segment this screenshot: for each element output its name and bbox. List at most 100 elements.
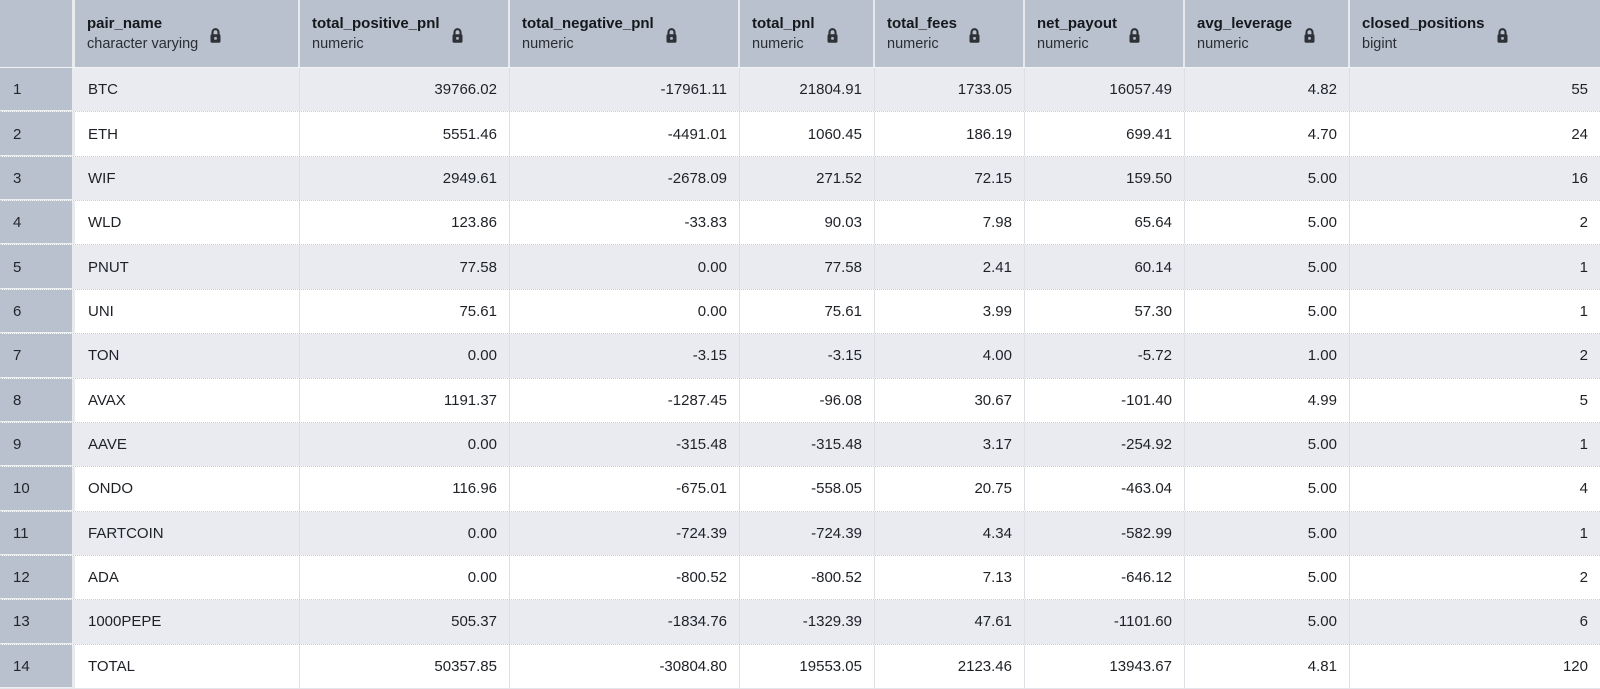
data-cell[interactable]: 5.00 [1185,467,1350,511]
data-cell[interactable]: 5551.46 [300,112,510,156]
data-cell[interactable]: 47.61 [875,600,1025,644]
row-number[interactable]: 13 [0,600,75,644]
data-cell[interactable]: 4.34 [875,511,1025,555]
row-number[interactable]: 11 [0,511,75,555]
row-number[interactable]: 8 [0,378,75,422]
data-cell[interactable]: FARTCOIN [75,511,300,555]
data-cell[interactable]: 1 [1350,289,1600,334]
data-cell[interactable]: -3.15 [510,334,740,378]
row-number[interactable]: 5 [0,245,75,289]
data-cell[interactable]: 0.00 [300,334,510,378]
data-cell[interactable]: 5.00 [1185,511,1350,555]
data-cell[interactable]: 21804.91 [740,68,875,112]
row-number[interactable]: 10 [0,467,75,511]
row-number[interactable]: 4 [0,201,75,245]
row-number[interactable]: 7 [0,334,75,378]
row-number[interactable]: 9 [0,422,75,467]
row-number[interactable]: 14 [0,644,75,688]
data-cell[interactable]: 4.99 [1185,378,1350,422]
data-cell[interactable]: 5.00 [1185,289,1350,334]
data-cell[interactable]: 3.99 [875,289,1025,334]
column-header-total_negative_pnl[interactable]: total_negative_pnl numeric [510,0,740,67]
data-cell[interactable]: -3.15 [740,334,875,378]
data-cell[interactable]: 0.00 [510,289,740,334]
data-cell[interactable]: -2678.09 [510,156,740,201]
row-number[interactable]: 2 [0,112,75,156]
column-header-pair_name[interactable]: pair_name character varying [75,0,300,67]
data-cell[interactable]: 4.70 [1185,112,1350,156]
data-cell[interactable]: 4 [1350,467,1600,511]
row-number[interactable]: 1 [0,68,75,112]
data-cell[interactable]: -1329.39 [740,600,875,644]
data-cell[interactable]: 0.00 [300,511,510,555]
data-cell[interactable]: 1191.37 [300,378,510,422]
data-cell[interactable]: 5 [1350,378,1600,422]
data-cell[interactable]: 50357.85 [300,644,510,688]
data-cell[interactable]: 77.58 [300,245,510,289]
data-cell[interactable]: 75.61 [740,289,875,334]
data-cell[interactable]: -800.52 [740,555,875,600]
data-cell[interactable]: 4.00 [875,334,1025,378]
data-cell[interactable]: ADA [75,555,300,600]
data-cell[interactable]: 2 [1350,201,1600,245]
data-cell[interactable]: -33.83 [510,201,740,245]
data-cell[interactable]: 60.14 [1025,245,1185,289]
data-cell[interactable]: -1101.60 [1025,600,1185,644]
data-cell[interactable]: 2.41 [875,245,1025,289]
data-cell[interactable]: 77.58 [740,245,875,289]
data-cell[interactable]: 5.00 [1185,555,1350,600]
data-cell[interactable]: 159.50 [1025,156,1185,201]
data-cell[interactable]: 7.98 [875,201,1025,245]
column-header-avg_leverage[interactable]: avg_leverage numeric [1185,0,1350,67]
data-cell[interactable]: -101.40 [1025,378,1185,422]
data-cell[interactable]: 16 [1350,156,1600,201]
column-header-net_payout[interactable]: net_payout numeric [1025,0,1185,67]
data-cell[interactable]: UNI [75,289,300,334]
data-cell[interactable]: 1 [1350,245,1600,289]
data-cell[interactable]: 271.52 [740,156,875,201]
data-cell[interactable]: AVAX [75,378,300,422]
data-cell[interactable]: 120 [1350,644,1600,688]
data-cell[interactable]: 2123.46 [875,644,1025,688]
data-cell[interactable]: 5.00 [1185,201,1350,245]
data-cell[interactable]: ETH [75,112,300,156]
row-number[interactable]: 12 [0,555,75,600]
data-cell[interactable]: ONDO [75,467,300,511]
data-cell[interactable]: -463.04 [1025,467,1185,511]
data-cell[interactable]: 1060.45 [740,112,875,156]
data-cell[interactable]: 3.17 [875,422,1025,467]
row-number[interactable]: 3 [0,156,75,201]
data-cell[interactable]: 13943.67 [1025,644,1185,688]
data-cell[interactable]: -675.01 [510,467,740,511]
data-cell[interactable]: 0.00 [300,555,510,600]
data-cell[interactable]: -30804.80 [510,644,740,688]
data-cell[interactable]: -1834.76 [510,600,740,644]
data-cell[interactable]: 39766.02 [300,68,510,112]
data-cell[interactable]: -724.39 [740,511,875,555]
data-cell[interactable]: WIF [75,156,300,201]
data-cell[interactable]: 0.00 [300,422,510,467]
data-cell[interactable]: 5.00 [1185,156,1350,201]
data-cell[interactable]: TON [75,334,300,378]
data-cell[interactable]: 20.75 [875,467,1025,511]
data-cell[interactable]: -4491.01 [510,112,740,156]
data-cell[interactable]: 19553.05 [740,644,875,688]
data-cell[interactable]: -582.99 [1025,511,1185,555]
data-cell[interactable]: -17961.11 [510,68,740,112]
data-cell[interactable]: 699.41 [1025,112,1185,156]
data-cell[interactable]: TOTAL [75,644,300,688]
data-cell[interactable]: -254.92 [1025,422,1185,467]
data-cell[interactable]: 4.82 [1185,68,1350,112]
data-cell[interactable]: 0.00 [510,245,740,289]
corner-cell[interactable] [0,0,75,67]
data-cell[interactable]: -558.05 [740,467,875,511]
data-cell[interactable]: 57.30 [1025,289,1185,334]
data-cell[interactable]: 90.03 [740,201,875,245]
data-cell[interactable]: 505.37 [300,600,510,644]
data-cell[interactable]: 186.19 [875,112,1025,156]
data-cell[interactable]: WLD [75,201,300,245]
data-cell[interactable]: PNUT [75,245,300,289]
data-cell[interactable]: 1 [1350,511,1600,555]
data-cell[interactable]: 1733.05 [875,68,1025,112]
data-cell[interactable]: 123.86 [300,201,510,245]
